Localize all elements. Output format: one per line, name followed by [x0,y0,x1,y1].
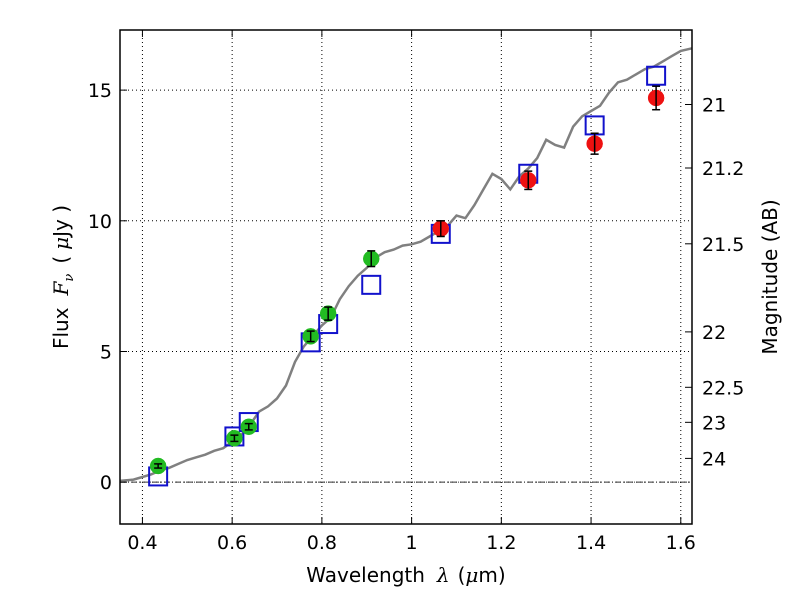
magnitude-tick-label: 22.5 [702,377,744,399]
plot-background [120,30,692,524]
magnitude-tick-label: 21.2 [702,158,744,180]
model-photometry-square [361,274,382,295]
x-axis-title: Wavelength λ (μm) [306,563,505,587]
magnitude-tick-label: 22 [702,322,726,344]
x-tick-label: 1 [406,532,418,554]
y-tick-label: 15 [88,80,112,102]
magnitude-tick-label: 21.5 [702,234,744,256]
model-photometry-square [646,65,667,86]
magnitude-tick-label: 21 [702,94,726,116]
magnitude-tick-label: 23 [702,412,726,434]
x-tick-label: 1.4 [576,532,606,554]
x-tick-label: 0.4 [127,532,157,554]
y-tick-label: 0 [100,472,112,494]
magnitude-tick-label: 24 [702,448,726,470]
y-tick-label: 5 [100,341,112,363]
right-axis-title: Magnitude (AB) [758,199,782,354]
y-axis-title: FluxFν(μJy ) [49,205,77,349]
data-points [148,65,667,487]
x-tick-label: 1.6 [666,532,696,554]
x-tick-label: 1.2 [486,532,516,554]
plot-frame [119,29,693,525]
ticks: 0.4 0.6 0.8 1 1.2 1.4 1.6 0 5 10 15 21 21.2 21.5 22 22.… [88,30,744,554]
x-tick-label: 0.8 [307,532,337,554]
x-tick-label: 0.6 [217,532,247,554]
model-sed-line [119,47,693,483]
y-tick-label: 10 [88,211,112,233]
